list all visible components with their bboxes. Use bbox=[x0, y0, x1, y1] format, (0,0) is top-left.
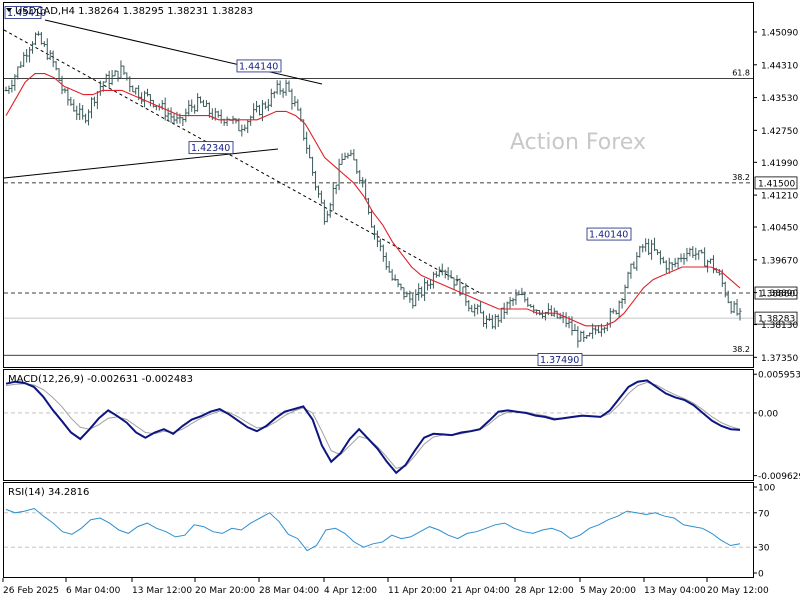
current-price-tag-text: 1.38283 bbox=[758, 315, 795, 325]
macd-line bbox=[5, 379, 741, 475]
time-tick-label: 13 Mar 12:00 bbox=[132, 586, 192, 596]
price-annotation-box bbox=[4, 6, 42, 20]
price-annotation-box bbox=[188, 141, 234, 155]
time-tick-label: 28 Mar 04:00 bbox=[259, 586, 319, 596]
price-annotation-box bbox=[236, 59, 282, 73]
price-annotation: 1.44140 bbox=[239, 61, 278, 72]
price-annotation-box bbox=[537, 352, 583, 366]
time-tick-label: 5 May 20:00 bbox=[580, 586, 636, 596]
level-price-tag-text: 1.38880 bbox=[758, 290, 795, 300]
fib-level-label: 38.2 bbox=[732, 345, 750, 354]
rsi-tick-label: 70 bbox=[758, 509, 770, 519]
price-annotations: 1.45410 1.44140 1.42340 1.40140 1.37490 bbox=[4, 6, 632, 366]
price-annotation: 1.42340 bbox=[191, 143, 230, 154]
price-panel bbox=[3, 2, 754, 368]
time-tick-label: 26 Feb 2025 bbox=[3, 586, 59, 596]
rsi-line bbox=[5, 507, 741, 552]
fib-level-label: 38.2 bbox=[732, 173, 750, 182]
time-tick-label: 21 Apr 04:00 bbox=[451, 586, 510, 596]
time-tick-label: 13 May 04:00 bbox=[644, 586, 706, 596]
falling-dashed-trendline bbox=[3, 29, 481, 294]
price-tick-label: 1.43530 bbox=[761, 94, 798, 104]
price-tick-label: 1.45090 bbox=[761, 29, 798, 39]
price-annotation-box bbox=[586, 227, 632, 241]
rsi-tick-label: 30 bbox=[758, 544, 770, 554]
time-tick-label: 20 Mar 20:00 bbox=[195, 586, 255, 596]
moving-average-line bbox=[5, 73, 741, 327]
time-tick-label: 28 Apr 12:00 bbox=[515, 586, 574, 596]
price-tick-label: 1.37350 bbox=[761, 354, 798, 364]
time-tick-label: 20 May 12:00 bbox=[707, 586, 769, 596]
rsi-tick-label: 0 bbox=[758, 570, 764, 580]
price-tick-label: 1.40450 bbox=[761, 224, 798, 234]
level-price-tag bbox=[754, 176, 798, 190]
macd-label: MACD(12,26,9) -0.002631 -0.002483 bbox=[8, 374, 193, 385]
price-tick-label: 1.38130 bbox=[761, 321, 798, 331]
price-tick-label: 1.39670 bbox=[761, 256, 798, 266]
macd-tick-label: 0.00 bbox=[758, 409, 778, 419]
time-tick-label: 11 Apr 20:00 bbox=[388, 586, 447, 596]
rsi-tick-label: 100 bbox=[758, 484, 775, 494]
macd-panel bbox=[3, 369, 754, 481]
price-annotation: 1.37490 bbox=[540, 355, 579, 366]
moving-average bbox=[5, 73, 741, 327]
macd-tick-label: -0.009629 bbox=[758, 472, 800, 482]
price-tick-label: 1.41210 bbox=[761, 192, 798, 202]
price-tick-label: 1.44310 bbox=[761, 61, 798, 71]
price-annotation: 1.40140 bbox=[589, 230, 628, 241]
price-annotation: 1.45410 bbox=[7, 8, 46, 19]
macd-indicator: 0.005953 0.00 -0.009629 bbox=[4, 371, 800, 482]
current-price-tag bbox=[754, 311, 798, 325]
level-price-tag-text: 1.41500 bbox=[758, 179, 795, 189]
time-axis: 26 Feb 2025 6 Mar 04:00 13 Mar 12:00 20 Mar… bbox=[2, 578, 769, 596]
price-tick-label: 1.42750 bbox=[761, 127, 798, 137]
header-triangle-icon bbox=[6, 8, 12, 12]
macd-tick-label: 0.005953 bbox=[758, 371, 800, 381]
price-header: USDCAD,H4 1.38264 1.38295 1.38231 1.3828… bbox=[15, 6, 253, 17]
rsi-panel bbox=[3, 482, 754, 578]
fib-level-label: 61.8 bbox=[732, 69, 750, 78]
watermark: Action Forex bbox=[510, 130, 646, 155]
price-tick-label: 1.41990 bbox=[761, 159, 798, 169]
time-tick-label: 4 Apr 12:00 bbox=[324, 586, 377, 596]
price-tick-label: 1.38890 bbox=[761, 289, 798, 299]
time-tick-label: 6 Mar 04:00 bbox=[66, 586, 121, 596]
upper-trendline bbox=[44, 19, 323, 85]
price-levels: 61.8 38.2 1.41500 1.38880 38.2 1.38283 bbox=[4, 69, 798, 356]
rsi-label: RSI(14) 34.2816 bbox=[8, 487, 89, 498]
rsi-indicator: 100 70 30 0 bbox=[4, 484, 775, 580]
price-axis: 1.45090 1.44310 1.43530 1.42750 1.41990 1.412… bbox=[753, 29, 798, 364]
